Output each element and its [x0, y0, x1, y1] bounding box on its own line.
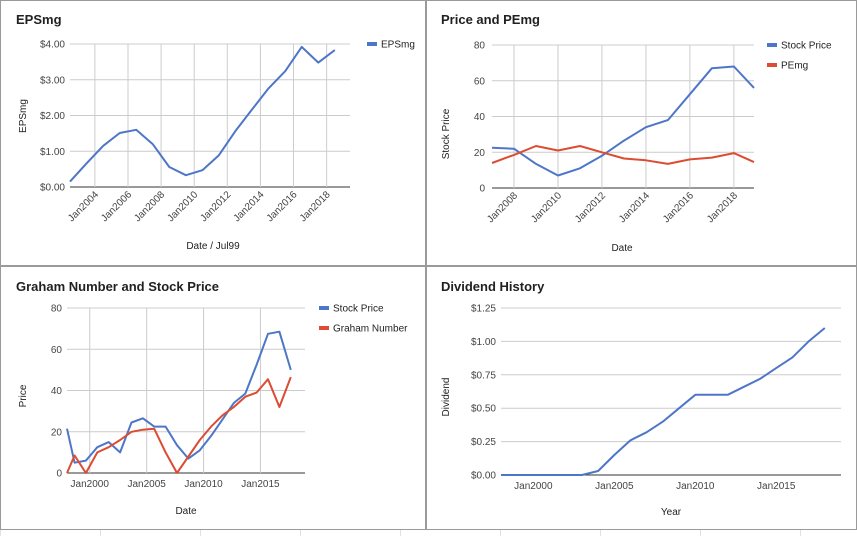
x-tick-label: Jan2018	[705, 190, 740, 225]
y-tick-label: $0.25	[471, 437, 496, 448]
legend-swatch	[767, 63, 777, 67]
y-axis-label: Stock Price	[441, 108, 452, 159]
y-tick-label: $0.00	[40, 183, 65, 194]
x-tick-label: Jan2008	[132, 189, 167, 224]
y-tick-label: $0.50	[471, 404, 496, 415]
y-axis-label: EPSmg	[18, 99, 29, 133]
chart-epsmg-svg: EPSmg EPSmg Date / Jul99 $0.00 $1.00 $2.00…	[16, 12, 415, 252]
x-tick-label: Jan2010	[184, 479, 223, 490]
x-tick-label: Jan2006	[99, 189, 134, 224]
x-axis-label: Date	[611, 243, 633, 254]
x-tick-label: Jan2018	[298, 189, 333, 224]
y-tick-label: 40	[474, 112, 486, 123]
x-tick-label: Jan2014	[232, 189, 267, 224]
y-tick-label: 20	[51, 427, 63, 438]
x-tick-label: Jan2005	[127, 479, 166, 490]
x-tick-label: Jan2016	[265, 189, 300, 224]
x-tick-label: Jan2014	[617, 190, 652, 225]
chart-panel-dividend-history[interactable]: Dividend History Dividend Year $0.00 $0.2…	[426, 266, 857, 530]
y-tick-label: 40	[51, 386, 63, 397]
y-tick-label: $0.00	[471, 471, 496, 482]
x-axis-label: Date / Jul99	[186, 241, 240, 252]
chart-dividend-svg: Dividend History Dividend Year $0.00 $0.2…	[441, 279, 841, 518]
series-line-epsmg	[69, 45, 336, 183]
legend-swatch	[319, 326, 329, 330]
legend-label: Graham Number	[333, 324, 408, 335]
x-tick-label: Jan2012	[573, 190, 608, 225]
x-tick-label: Jan2010	[676, 481, 715, 492]
series-line-stock-price	[66, 330, 292, 464]
y-tick-label: $1.00	[471, 337, 496, 348]
y-tick-label: 60	[51, 345, 63, 356]
x-tick-label: Jan2000	[71, 479, 110, 490]
y-tick-label: 60	[474, 76, 486, 87]
x-tick-label: Jan2016	[661, 190, 696, 225]
legend-label: Stock Price	[781, 41, 832, 52]
y-tick-label: 0	[56, 469, 62, 480]
chart-title: EPSmg	[16, 12, 62, 27]
legend-label: PEmg	[781, 61, 808, 72]
y-tick-label: $3.00	[40, 75, 65, 86]
x-axis-label: Year	[661, 507, 682, 518]
y-axis-label: Dividend	[441, 378, 452, 417]
legend-swatch	[319, 306, 329, 310]
x-tick-label: Jan2005	[595, 481, 634, 492]
x-tick-label: Jan2004	[66, 189, 101, 224]
y-tick-label: $1.00	[40, 147, 65, 158]
x-axis-label: Date	[175, 506, 197, 517]
y-tick-label: $4.00	[40, 40, 65, 51]
x-tick-label: Jan2010	[165, 189, 200, 224]
x-tick-label: Jan2015	[757, 481, 796, 492]
legend-swatch	[767, 43, 777, 47]
chart-title: Graham Number and Stock Price	[16, 279, 219, 294]
y-axis-label: Price	[18, 384, 29, 407]
chart-panel-graham-number[interactable]: Graham Number and Stock Price Price Date…	[0, 266, 426, 530]
chart-title: Price and PEmg	[441, 12, 540, 27]
y-tick-label: 0	[479, 184, 485, 195]
chart-price-pemg-svg: Price and PEmg Stock Price Date 0 20 40 60 8…	[441, 12, 832, 254]
series-line-dividend	[501, 327, 826, 476]
y-tick-label: 80	[51, 304, 63, 315]
chart-title: Dividend History	[441, 279, 545, 294]
y-tick-label: 80	[474, 41, 486, 52]
chart-graham-svg: Graham Number and Stock Price Price Date…	[16, 279, 408, 517]
x-tick-label: Jan2008	[485, 190, 520, 225]
y-tick-label: $2.00	[40, 111, 65, 122]
y-tick-label: $1.25	[471, 304, 496, 315]
x-tick-label: Jan2015	[241, 479, 280, 490]
legend-label: Stock Price	[333, 304, 384, 315]
legend-swatch	[367, 42, 377, 46]
x-tick-label: Jan2000	[514, 481, 553, 492]
y-tick-label: 20	[474, 148, 486, 159]
series-line-pemg	[491, 145, 755, 165]
chart-panel-epsmg[interactable]: EPSmg EPSmg Date / Jul99 $0.00 $1.00 $2.00…	[0, 0, 426, 266]
chart-panel-price-and-pemg[interactable]: Price and PEmg Stock Price Date 0 20 40 60 8…	[426, 0, 857, 266]
x-tick-label: Jan2010	[529, 190, 564, 225]
series-line-stock-price	[491, 65, 755, 177]
series-line-graham-number	[66, 376, 292, 474]
x-tick-label: Jan2012	[198, 189, 233, 224]
legend-label: EPSmg	[381, 40, 415, 51]
y-tick-label: $0.75	[471, 370, 496, 381]
